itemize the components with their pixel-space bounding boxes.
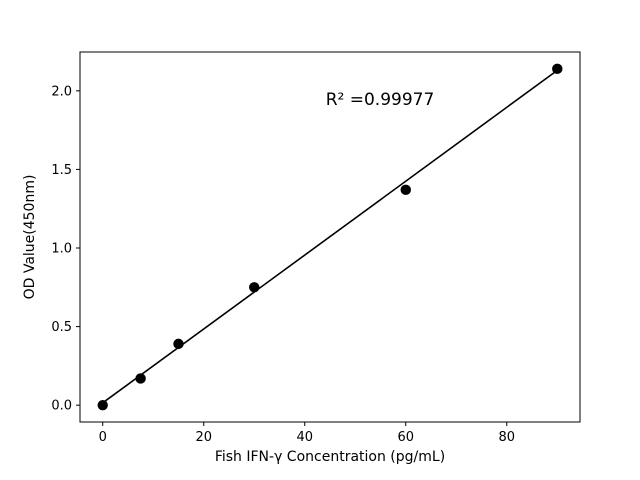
data-point bbox=[552, 63, 563, 75]
x-axis-label: Fish IFN-γ Concentration (pg/mL) bbox=[215, 449, 445, 465]
y-tick-label: 1.0 bbox=[51, 242, 72, 257]
data-point bbox=[400, 184, 411, 196]
y-tick-label: 0.5 bbox=[51, 320, 72, 335]
x-tick-label: 0 bbox=[99, 430, 107, 445]
r-squared-annotation: R² =0.99977 bbox=[326, 90, 435, 110]
x-tick-label: 40 bbox=[296, 430, 313, 445]
y-tick-label: 2.0 bbox=[51, 84, 72, 99]
y-tick-label: 1.5 bbox=[51, 163, 72, 178]
x-tick-label: 20 bbox=[195, 430, 212, 445]
data-point bbox=[173, 338, 184, 350]
data-point bbox=[97, 399, 108, 411]
y-tick-label: 0.0 bbox=[51, 399, 72, 414]
y-axis-label: OD Value(450nm) bbox=[22, 175, 38, 300]
x-tick-label: 60 bbox=[397, 430, 414, 445]
data-point bbox=[135, 373, 146, 384]
chart-generated-layer: 0 20 40 60 80 0.0 0.5 1.0 1.5 2.0 bbox=[51, 51, 581, 445]
plot-border bbox=[79, 51, 581, 423]
x-tick-label: 80 bbox=[498, 430, 515, 445]
trend-line bbox=[102, 69, 558, 404]
data-point bbox=[249, 282, 260, 293]
